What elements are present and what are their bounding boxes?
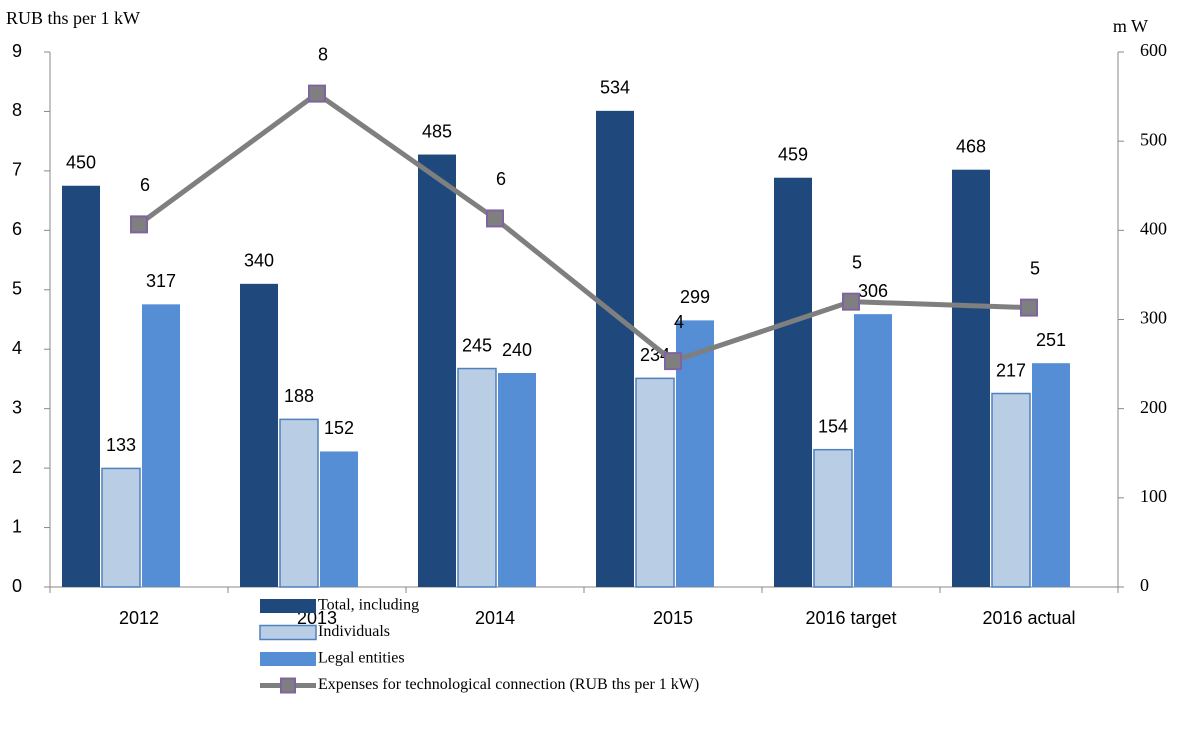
x-tick-label: 2015 <box>653 608 693 628</box>
line-label: 6 <box>140 175 150 195</box>
line-label: 5 <box>1030 258 1040 278</box>
legend-swatch <box>260 652 316 666</box>
x-tick-label: 2016 target <box>805 608 896 628</box>
line-label: 4 <box>674 312 684 332</box>
line-marker <box>486 209 504 228</box>
y-tick-label: 2 <box>12 457 22 477</box>
bar <box>101 467 141 588</box>
line-label: 5 <box>852 252 862 272</box>
y2-axis-label: m W <box>1113 16 1148 36</box>
bar-label: 340 <box>244 251 274 271</box>
bar-label: 534 <box>600 78 630 98</box>
legend-label: Expenses for technological connection (R… <box>318 676 699 693</box>
y-tick-label: 4 <box>12 338 22 358</box>
bar <box>498 373 536 587</box>
bar-label: 133 <box>106 435 136 455</box>
line <box>137 90 1030 364</box>
legend-marker <box>280 677 296 694</box>
bar <box>854 314 892 587</box>
y-axis-label: RUB ths per 1 kW <box>6 8 140 28</box>
bar-label: 154 <box>818 416 848 436</box>
legend-label: Legal entities <box>318 650 405 667</box>
bar <box>1032 363 1070 587</box>
bar <box>457 367 497 588</box>
bar <box>62 185 100 587</box>
bar-label: 251 <box>1036 330 1066 350</box>
bar-label: 299 <box>680 287 710 307</box>
y2-tick-label: 500 <box>1140 129 1167 149</box>
bar-label: 240 <box>502 340 532 360</box>
x-tick-label: 2014 <box>475 608 515 628</box>
y2-tick-label: 300 <box>1140 308 1167 328</box>
bar <box>774 177 812 587</box>
x-tick-label: 2012 <box>119 608 159 628</box>
bar-label: 152 <box>324 418 354 438</box>
bar <box>279 418 319 588</box>
bar-label: 217 <box>996 360 1026 380</box>
bar <box>418 154 456 587</box>
bar-label: 485 <box>422 121 452 141</box>
y-tick-label: 3 <box>12 397 22 417</box>
legend-label: Total, including <box>318 597 419 614</box>
bar <box>142 304 180 587</box>
bar <box>813 448 853 588</box>
y-tick-label: 1 <box>12 516 22 536</box>
bar-label: 188 <box>284 386 314 406</box>
line-marker <box>308 84 326 103</box>
y2-tick-label: 200 <box>1140 397 1167 417</box>
bar <box>240 283 278 587</box>
bar <box>635 377 675 588</box>
bar-label: 317 <box>146 271 176 291</box>
bar <box>991 392 1031 588</box>
y-tick-label: 9 <box>12 41 22 61</box>
bar-label: 245 <box>462 335 492 355</box>
y2-tick-label: 600 <box>1140 40 1167 60</box>
y2-tick-label: 400 <box>1140 218 1167 238</box>
bar-label: 450 <box>66 153 96 173</box>
legend-swatch <box>260 599 316 613</box>
line-marker <box>130 215 148 234</box>
bar <box>676 320 714 587</box>
y-tick-label: 6 <box>12 219 22 239</box>
y-tick-label: 0 <box>12 576 22 596</box>
x-tick-label: 2016 actual <box>982 608 1075 628</box>
line-marker <box>664 352 682 371</box>
y-tick-label: 8 <box>12 100 22 120</box>
y2-tick-label: 0 <box>1140 575 1149 595</box>
line-marker <box>1020 298 1038 317</box>
bar-label: 459 <box>778 144 808 164</box>
bar-label: 468 <box>956 136 986 156</box>
line-label: 6 <box>496 169 506 189</box>
legend-swatch <box>259 624 317 641</box>
y2-tick-label: 100 <box>1140 486 1167 506</box>
bar <box>320 451 358 587</box>
bar-label: 306 <box>858 281 888 301</box>
line-label: 8 <box>318 44 328 64</box>
bar <box>596 110 634 587</box>
line-marker <box>842 292 860 311</box>
legend-label: Individuals <box>318 623 390 640</box>
y-tick-label: 7 <box>12 160 22 180</box>
bar <box>952 169 990 587</box>
y-tick-label: 5 <box>12 279 22 299</box>
